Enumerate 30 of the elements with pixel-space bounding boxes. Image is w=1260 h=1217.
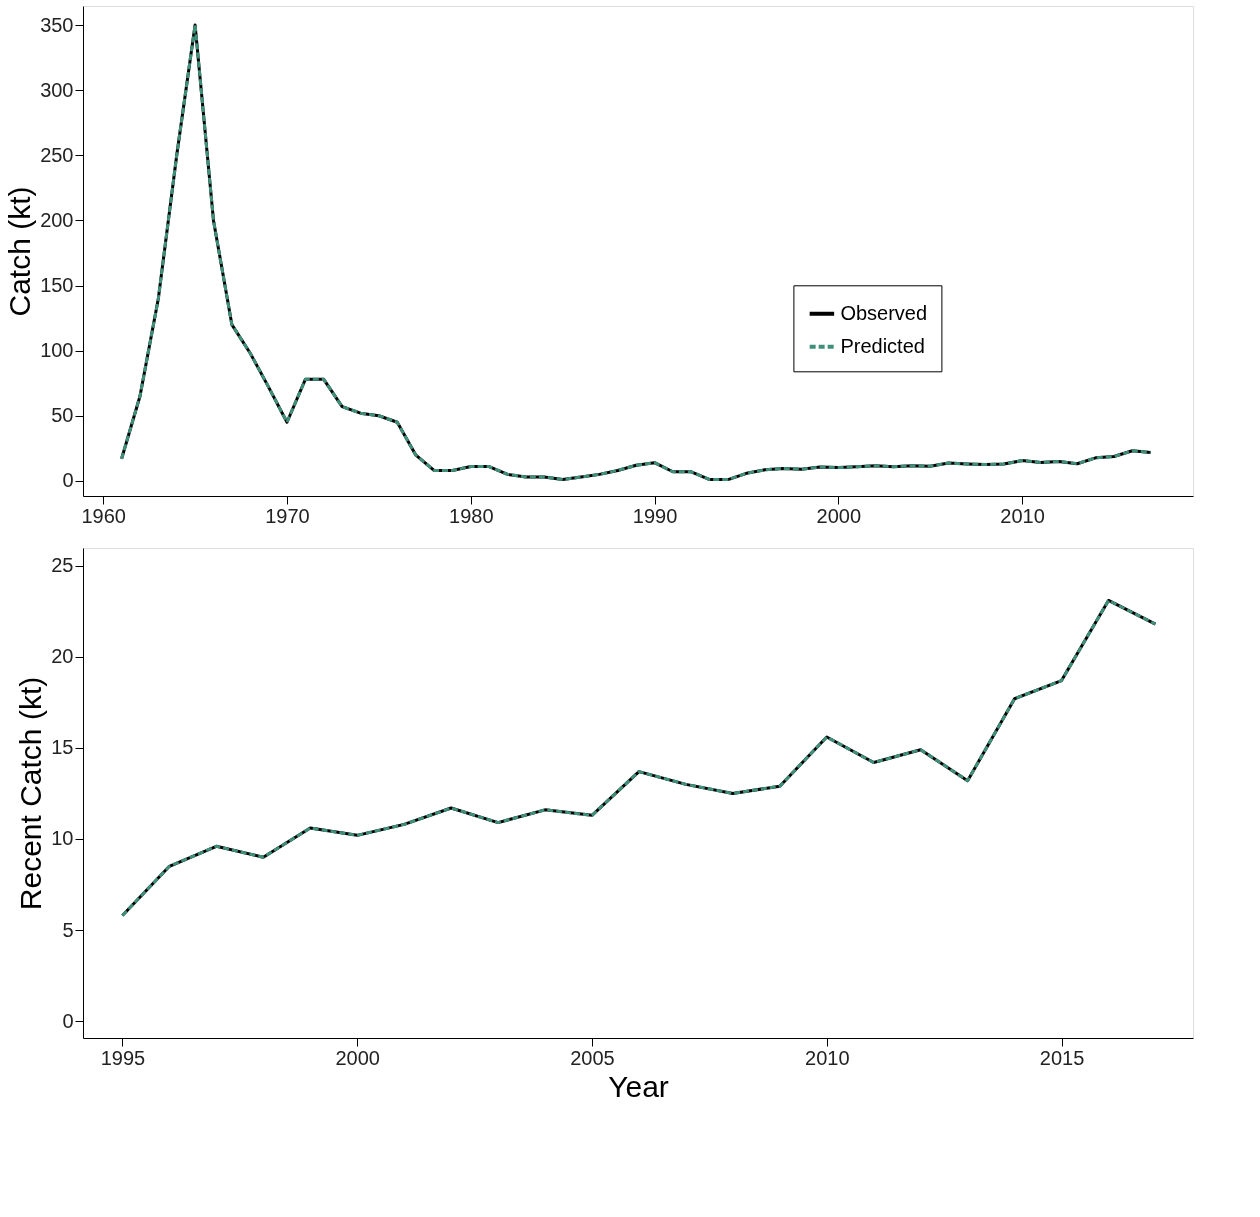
x-tick-label: 1980 bbox=[449, 504, 494, 527]
y-tick-label: 10 bbox=[51, 827, 74, 850]
x-tick-label: 2000 bbox=[816, 504, 862, 527]
legend-label: Predicted bbox=[840, 334, 925, 357]
y-axis-title: Recent Catch (kt) bbox=[14, 676, 48, 911]
y-axis-title: Catch (kt) bbox=[3, 186, 37, 317]
y-tick-label: 0 bbox=[62, 1009, 74, 1032]
x-tick-label: 1990 bbox=[632, 504, 678, 527]
x-tick-label: 2000 bbox=[335, 1046, 380, 1069]
y-tick-label: 0 bbox=[62, 469, 74, 492]
x-tick-label: 2015 bbox=[1039, 1046, 1085, 1069]
y-tick-label: 50 bbox=[51, 404, 74, 427]
y-tick-label: 300 bbox=[40, 78, 74, 101]
y-tick-label: 25 bbox=[51, 554, 74, 577]
y-tick-label: 150 bbox=[40, 274, 74, 297]
legend-label: Observed bbox=[840, 301, 928, 324]
y-tick-label: 250 bbox=[40, 143, 74, 166]
y-tick-label: 350 bbox=[40, 13, 74, 36]
x-axis-title: Year bbox=[608, 1069, 669, 1103]
y-tick-label: 100 bbox=[40, 339, 74, 362]
x-tick-label: 1970 bbox=[265, 504, 310, 527]
y-tick-label: 5 bbox=[62, 918, 74, 941]
x-tick-label: 1995 bbox=[100, 1046, 146, 1069]
x-tick-label: 2005 bbox=[570, 1046, 615, 1069]
y-tick-label: 15 bbox=[51, 736, 74, 759]
x-tick-label: 2010 bbox=[805, 1046, 850, 1069]
x-tick-label: 2010 bbox=[1000, 504, 1045, 527]
x-tick-label: 1960 bbox=[81, 504, 126, 527]
y-tick-label: 200 bbox=[40, 208, 74, 231]
y-tick-label: 20 bbox=[51, 645, 74, 668]
